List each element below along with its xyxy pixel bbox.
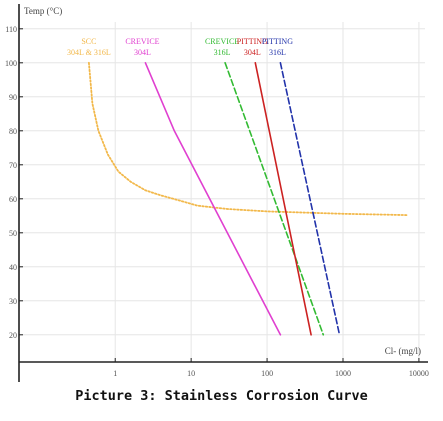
y-tick-label: 20 [9,331,17,340]
series-label: 304L [134,48,151,57]
series-label: 316L [214,48,231,57]
chart-caption: Picture 3: Stainless Corrosion Curve [75,388,368,404]
x-tick-label: 1 [113,369,117,378]
series-line-1 [88,61,408,216]
series-label: CREVICE [125,37,159,46]
y-tick-label: 30 [9,297,17,306]
series-label: 304L [244,48,261,57]
series-label: PITTING [262,37,293,46]
y-tick-label: 50 [9,229,17,238]
series-line-3 [224,62,325,336]
series-label: CREVICE [205,37,239,46]
series-label: 316L [269,48,286,57]
x-tick-label: 1000 [335,369,351,378]
y-tick-label: 40 [9,263,17,272]
y-tick-label: 60 [9,195,17,204]
x-axis-title: Cl- (mg/l) [385,346,421,356]
x-tick-label: 100 [261,369,273,378]
y-tick-label: 80 [9,127,17,136]
series-line-5 [279,62,341,336]
y-tick-label: 90 [9,93,17,102]
x-tick-label: 10 [187,369,195,378]
series-line-4 [254,62,312,336]
y-tick-label: 70 [9,161,17,170]
series-line-2 [144,62,282,336]
x-tick-label: 10000 [409,369,429,378]
series-label: SCC [81,37,96,46]
series-label: PITTING [237,37,268,46]
y-axis-title: Temp (°C) [24,6,62,16]
y-tick-label: 100 [5,59,17,68]
series-label: 304L & 316L [67,48,111,57]
y-tick-label: 110 [5,25,17,34]
